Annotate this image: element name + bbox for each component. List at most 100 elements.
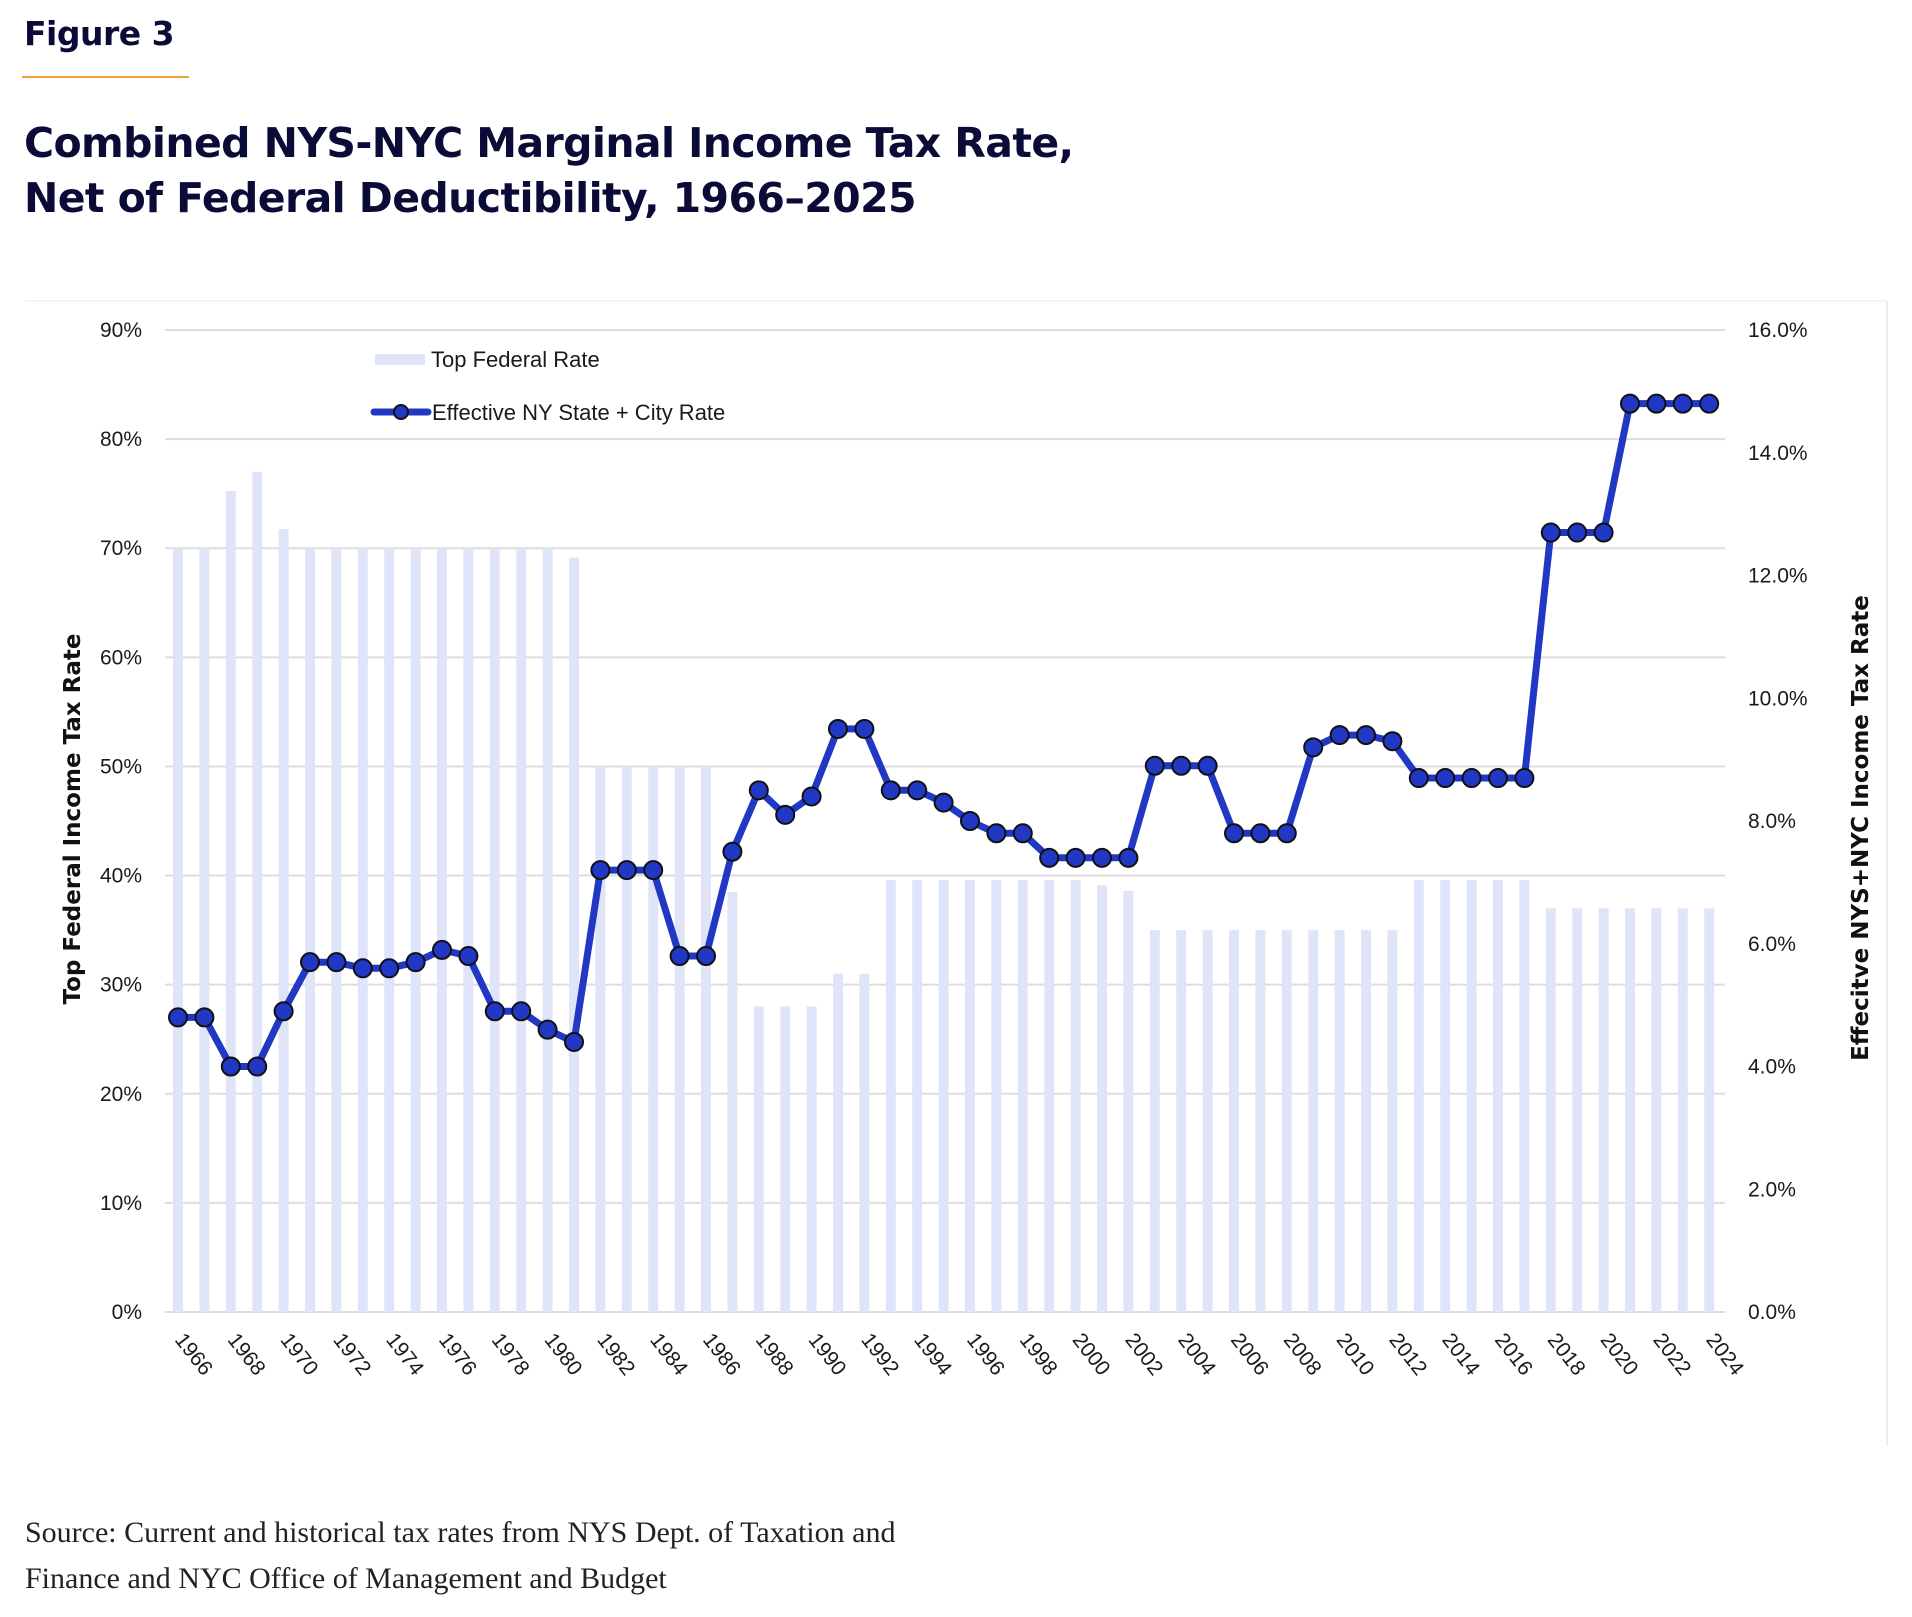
bar-1992 <box>859 973 870 1312</box>
bar-1997 <box>991 879 1002 1312</box>
point-2020 <box>1593 522 1614 543</box>
chart-title: Combined NYS-NYC Marginal Income Tax Rat… <box>24 116 1074 226</box>
point-2000 <box>1065 847 1086 868</box>
x-axis-tick-label: 2024 <box>1701 1329 1748 1380</box>
point-2007 <box>1250 823 1271 844</box>
bar-1989 <box>780 1006 791 1312</box>
legend-label-top-federal-rate: Top Federal Rate <box>431 347 600 372</box>
point-1987 <box>722 841 743 862</box>
point-2002 <box>1118 847 1139 868</box>
x-axis-tick-label: 1982 <box>592 1329 639 1380</box>
bar-1966 <box>173 548 183 1312</box>
bar-1988 <box>753 1006 764 1312</box>
left-axis-tick-label: 50% <box>100 755 142 778</box>
x-axis-tick-label: 1978 <box>487 1329 534 1380</box>
point-1982 <box>590 860 611 881</box>
bar-1977 <box>463 548 474 1312</box>
bar-2009 <box>1308 930 1319 1312</box>
x-axis-tick-label: 1994 <box>909 1329 956 1380</box>
bar-1996 <box>965 879 975 1312</box>
x-axis-tick-label: 1986 <box>698 1329 745 1380</box>
x-axis-tick-label: 1968 <box>223 1329 270 1380</box>
left-axis-tick-label: 60% <box>100 646 142 669</box>
point-1980 <box>537 1019 558 1040</box>
point-1999 <box>1039 847 1060 868</box>
point-1975 <box>405 952 426 973</box>
bar-2004 <box>1176 930 1187 1312</box>
right-axis-tick-label: 6.0% <box>1748 933 1796 956</box>
point-1969 <box>247 1056 268 1077</box>
bar-2021 <box>1625 908 1635 1312</box>
bar-2010 <box>1334 930 1345 1312</box>
point-2005 <box>1197 755 1218 776</box>
bar-1979 <box>516 548 527 1312</box>
point-2023 <box>1672 393 1693 414</box>
x-axis-tick-label: 2008 <box>1279 1329 1326 1380</box>
bar-2016 <box>1493 879 1503 1312</box>
legend-item-top-federal-rate[interactable]: Top Federal Rate <box>375 347 600 372</box>
bar-1987 <box>727 891 738 1312</box>
right-axis-ticks: 0.0% 2.0% 4.0% 6.0% 8.0% 10.0% 12.0% 14.0% 16.0% <box>1748 319 1808 1324</box>
bar-2024 <box>1704 908 1715 1312</box>
point-2017 <box>1514 768 1535 789</box>
x-axis-tick-label: 2020 <box>1596 1329 1643 1380</box>
bar-2002 <box>1123 890 1134 1312</box>
right-axis-title: Effecitve NYS+NYC Income Tax Rate <box>1848 595 1874 1061</box>
point-1972 <box>326 952 347 973</box>
x-axis-tick-label: 2012 <box>1384 1329 1431 1380</box>
bar-1974 <box>384 548 395 1312</box>
bar-2005 <box>1202 930 1213 1312</box>
x-axis-tick-label: 2002 <box>1120 1329 1167 1380</box>
point-2014 <box>1435 768 1456 789</box>
right-axis-tick-label: 4.0% <box>1748 1056 1796 1079</box>
left-axis-tick-label: 80% <box>100 428 142 451</box>
left-axis-tick-label: 20% <box>100 1083 142 1106</box>
point-1966 <box>168 1007 188 1028</box>
left-axis-tick-label: 40% <box>100 865 142 888</box>
x-axis-tick-label: 1970 <box>276 1329 323 1380</box>
bar-1984 <box>648 766 659 1312</box>
bar-2022 <box>1651 908 1662 1312</box>
point-1983 <box>616 860 637 881</box>
bar-1998 <box>1017 879 1028 1312</box>
point-2003 <box>1144 755 1165 776</box>
point-2022 <box>1646 393 1667 414</box>
bar-1983 <box>621 766 632 1312</box>
point-1985 <box>669 946 690 967</box>
point-1974 <box>379 958 400 979</box>
bar-2018 <box>1545 908 1556 1312</box>
legend-label-effective-rate: Effective NY State + City Rate <box>432 400 725 425</box>
x-axis-tick-label: 2000 <box>1068 1329 1115 1380</box>
legend-item-effective-rate[interactable]: Effective NY State + City Rate <box>370 400 725 425</box>
point-2021 <box>1620 393 1640 414</box>
left-axis-tick-label: 30% <box>100 974 142 997</box>
bar-2008 <box>1281 930 1292 1312</box>
left-axis-ticks: 0% 10% 20% 30% 40% 50% 60% 70% 80% 90% <box>100 319 142 1324</box>
point-2013 <box>1408 768 1429 789</box>
figure-label: Figure 3 <box>24 14 175 53</box>
point-1996 <box>960 811 980 831</box>
point-1977 <box>458 946 479 967</box>
point-2011 <box>1356 725 1376 746</box>
x-axis-tick-label: 1996 <box>962 1329 1009 1380</box>
point-2015 <box>1461 768 1482 789</box>
bar-1981 <box>569 557 579 1312</box>
bar-2015 <box>1466 879 1477 1312</box>
x-axis-tick-label: 2004 <box>1173 1329 1220 1380</box>
x-axis-tick-label: 1998 <box>1015 1329 1062 1380</box>
point-1967 <box>194 1007 215 1028</box>
accent-rule <box>22 76 189 78</box>
source-line-1: Source: Current and historical tax rates… <box>25 1516 896 1549</box>
x-axis-tick-label: 1976 <box>434 1329 481 1380</box>
bar-2000 <box>1070 879 1081 1312</box>
left-axis-title: Top Federal Income Tax Rate <box>60 634 86 1005</box>
point-2001 <box>1092 847 1112 868</box>
point-1988 <box>748 780 769 801</box>
bar-1972 <box>331 548 342 1312</box>
bar-1986 <box>701 766 711 1312</box>
bar-1991 <box>833 973 843 1312</box>
point-1998 <box>1012 823 1033 844</box>
point-1979 <box>511 1001 532 1022</box>
point-1970 <box>273 1001 294 1022</box>
bar-2012 <box>1387 930 1398 1312</box>
